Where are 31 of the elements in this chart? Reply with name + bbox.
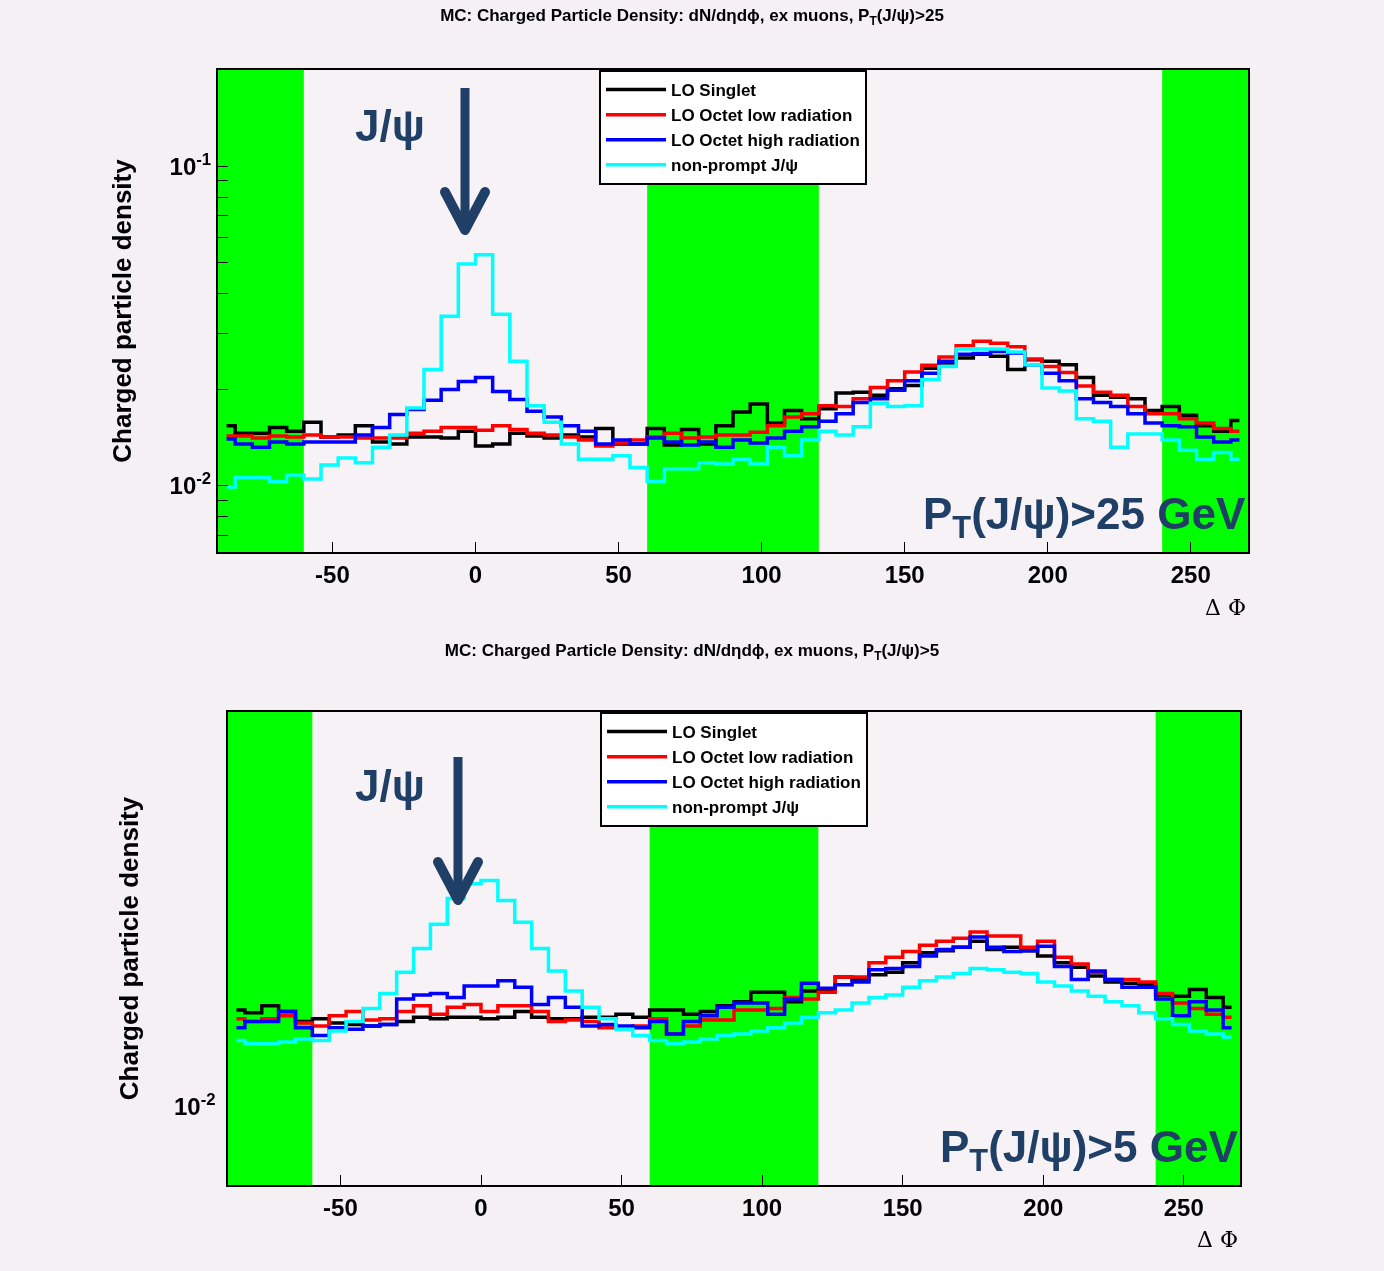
- x-tick-label: 100: [741, 560, 782, 588]
- x-tick-label: 150: [882, 1193, 923, 1221]
- y-tick-label: 10$^{-1}$: [169, 149, 212, 180]
- legend-label: LO Octet low radiation: [671, 106, 853, 126]
- x-tick-label: 250: [1163, 1193, 1204, 1221]
- x-tick-label: 250: [1170, 560, 1211, 588]
- chart-title: MC: Charged Particle Density: dN/dηdϕ, ex muons, P$_{T}$(J/ψ)>25: [440, 6, 944, 28]
- x-tick-label: 100: [742, 1193, 783, 1221]
- legend-label: LO Singlet: [672, 723, 758, 743]
- x-tick-label: 0: [468, 560, 483, 588]
- legend-label: LO Octet low radiation: [672, 748, 854, 768]
- legend-label: LO Octet high radiation: [672, 773, 861, 793]
- legend-label: non-prompt J/ψ: [671, 156, 799, 176]
- x-axis-title: Δ Φ: [1205, 595, 1246, 620]
- x-tick-label: 200: [1023, 1193, 1064, 1221]
- legend-label: LO Octet high radiation: [671, 131, 860, 151]
- y-axis-title: Charged particle density: [113, 796, 144, 1101]
- x-tick-label: 200: [1027, 560, 1068, 588]
- annotation: J/ψ: [355, 101, 425, 150]
- x-tick-label: 150: [884, 560, 925, 588]
- x-tick-label: 0: [474, 1193, 488, 1221]
- y-axis-title: Charged particle density: [107, 158, 138, 463]
- chart-title: MC: Charged Particle Density: dN/dηdϕ, ex muons, P$_{T}$(J/ψ)>5: [444, 641, 940, 663]
- x-tick-label: -50: [315, 560, 350, 588]
- x-tick-label: -50: [323, 1193, 358, 1221]
- text: J/ψ: [355, 761, 425, 810]
- legend-label: LO Singlet: [671, 81, 757, 101]
- x-axis-title: Δ Φ: [1197, 1227, 1238, 1252]
- x-tick-label: 50: [608, 1193, 635, 1221]
- legend-label: non-prompt J/ψ: [672, 798, 800, 818]
- x-tick-label: 50: [605, 560, 632, 588]
